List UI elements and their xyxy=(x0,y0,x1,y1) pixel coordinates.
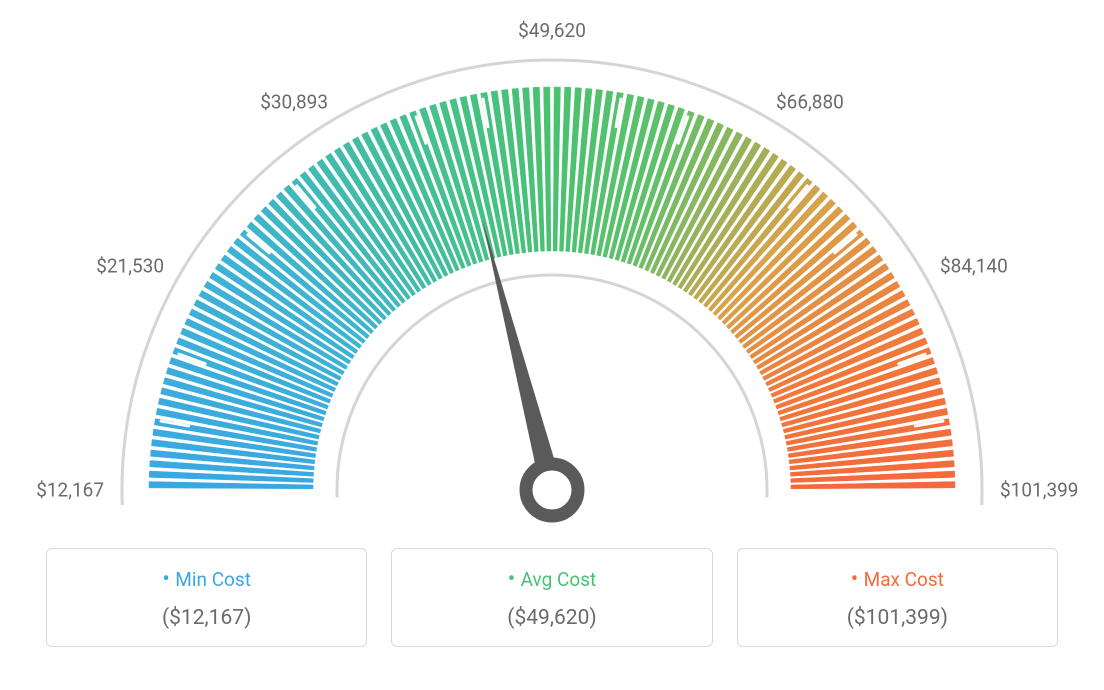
gauge-tick-label: $21,530 xyxy=(96,255,164,278)
gauge-tick-label: $66,880 xyxy=(776,91,844,114)
legend-avg-title: Avg Cost xyxy=(402,567,701,592)
legend-max-value: ($101,399) xyxy=(748,606,1047,630)
gauge-tick-label: $30,893 xyxy=(260,91,328,114)
gauge-svg xyxy=(0,0,1104,540)
legend-card-max: Max Cost ($101,399) xyxy=(737,548,1058,647)
gauge-tick-label: $101,399 xyxy=(1000,479,1079,502)
legend-min-value: ($12,167) xyxy=(57,606,356,630)
gauge-tick-label: $84,140 xyxy=(940,255,1008,278)
legend-card-avg: Avg Cost ($49,620) xyxy=(391,548,712,647)
gauge-tick-label: $12,167 xyxy=(36,479,104,502)
gauge-chart: $12,167 $21,530 $30,893 $49,620 $66,880 $84,1… xyxy=(0,0,1104,540)
legend-min-title: Min Cost xyxy=(57,567,356,592)
legend-max-title: Max Cost xyxy=(748,567,1047,592)
legend-row: Min Cost ($12,167) Avg Cost ($49,620) Ma… xyxy=(0,548,1104,647)
legend-avg-value: ($49,620) xyxy=(402,606,701,630)
legend-card-min: Min Cost ($12,167) xyxy=(46,548,367,647)
gauge-tick-label: $49,620 xyxy=(518,19,586,42)
